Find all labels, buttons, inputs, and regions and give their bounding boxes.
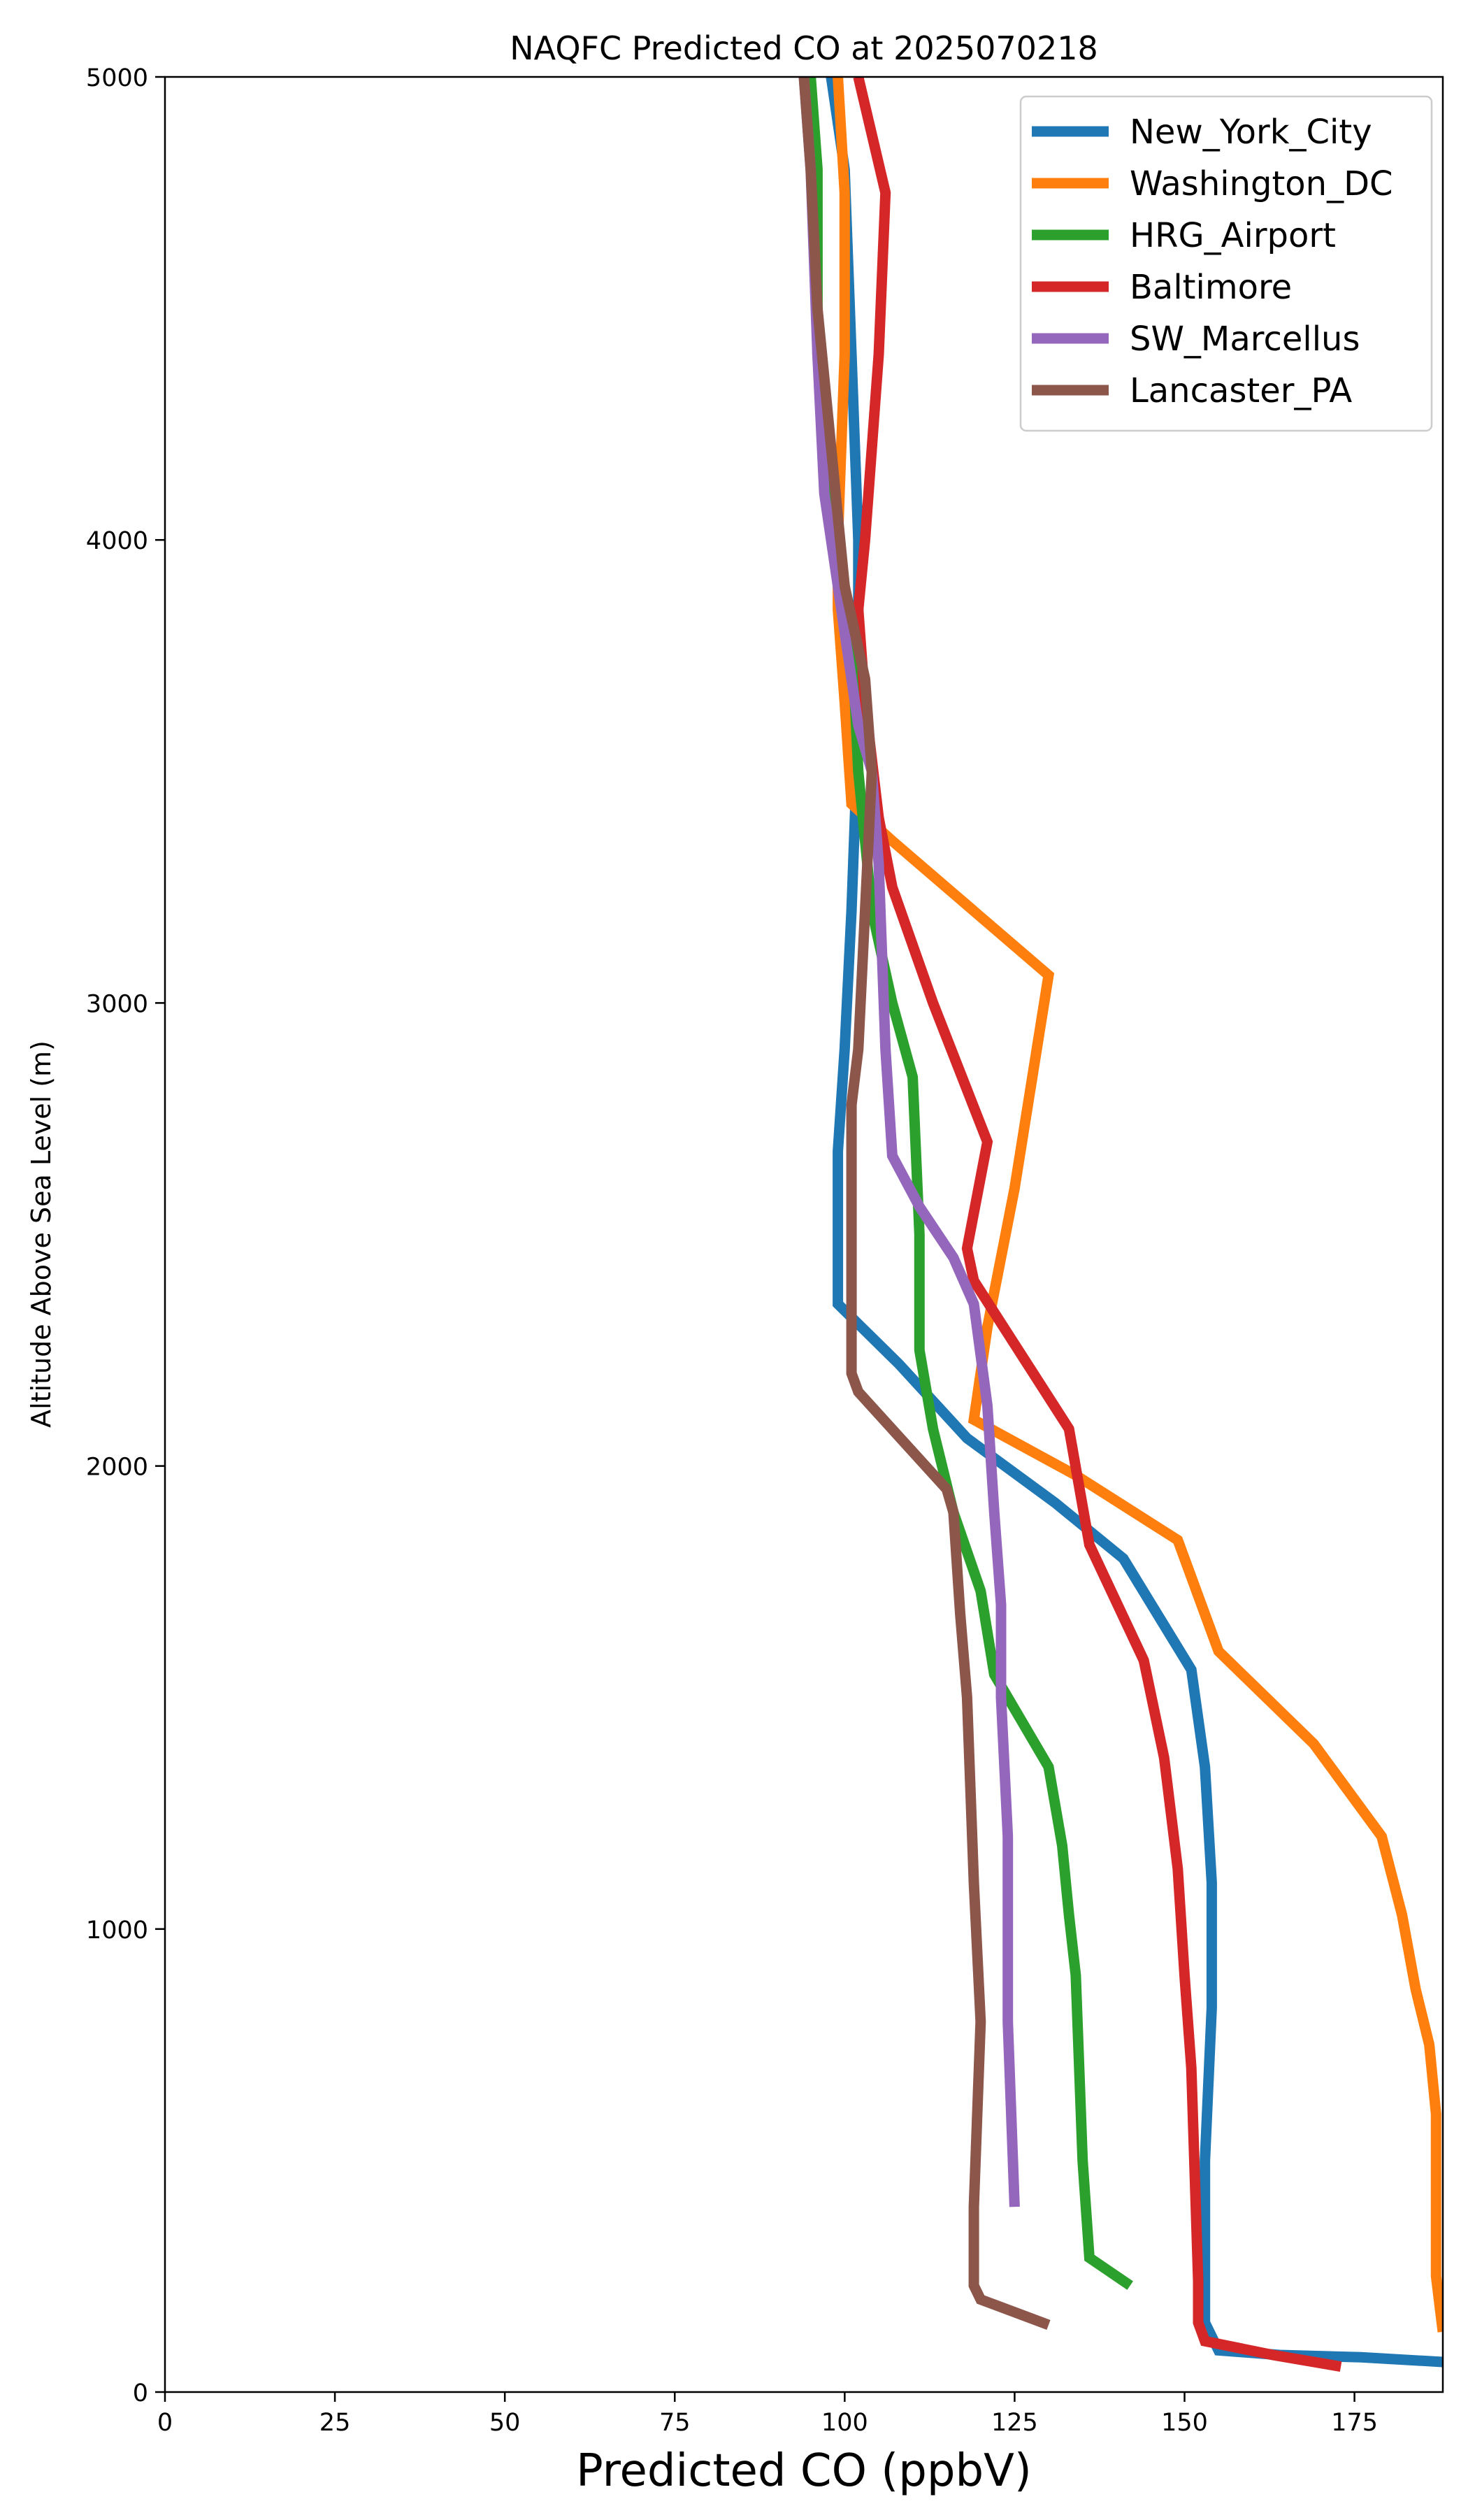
x-tick-label: 175 xyxy=(1331,2409,1378,2437)
legend: New_York_City Washington_DC HRG_Airport Bal… xyxy=(1019,95,1433,432)
y-tick-label: 2000 xyxy=(86,1454,148,1482)
x-tick-label: 50 xyxy=(489,2409,521,2437)
x-tick-label: 25 xyxy=(319,2409,351,2437)
series-line-baltimore xyxy=(853,77,1342,2372)
x-axis-label: Predicted CO (ppbV) xyxy=(576,2445,1032,2497)
y-tick-label: 1000 xyxy=(86,1917,148,1945)
y-axis: 0 1000 2000 3000 4000 5000 xyxy=(86,64,165,2407)
y-tick-label: 3000 xyxy=(86,990,148,1018)
y-tick-label: 4000 xyxy=(86,527,148,555)
x-axis: 0 25 50 75 100 125 150 175 xyxy=(157,2392,1378,2437)
series-lines xyxy=(798,77,1443,2372)
series-line-sw-marcellus xyxy=(798,77,1020,2207)
legend-label: HRG_Airport xyxy=(1130,216,1336,255)
chart-title: NAQFC Predicted CO at 2025070218 xyxy=(510,29,1098,67)
legend-label: SW_Marcellus xyxy=(1130,320,1360,359)
legend-box xyxy=(1019,95,1433,432)
y-tick-label: 5000 xyxy=(86,64,148,92)
x-tick-label: 0 xyxy=(157,2409,173,2437)
legend-label: Baltimore xyxy=(1130,268,1292,307)
x-tick-label: 100 xyxy=(821,2409,868,2437)
legend-label: New_York_City xyxy=(1130,113,1372,152)
x-tick-label: 125 xyxy=(991,2409,1038,2437)
x-tick-label: 150 xyxy=(1161,2409,1208,2437)
y-tick-label: 0 xyxy=(133,2379,148,2407)
plot-frame xyxy=(164,76,1444,2393)
x-tick-label: 75 xyxy=(659,2409,691,2437)
legend-label: Washington_DC xyxy=(1130,164,1393,203)
y-axis-label: Altitude Above Sea Level (m) xyxy=(26,1040,57,1428)
series-line-lancaster-pa xyxy=(798,77,1051,2331)
legend-label: Lancaster_PA xyxy=(1130,371,1352,410)
